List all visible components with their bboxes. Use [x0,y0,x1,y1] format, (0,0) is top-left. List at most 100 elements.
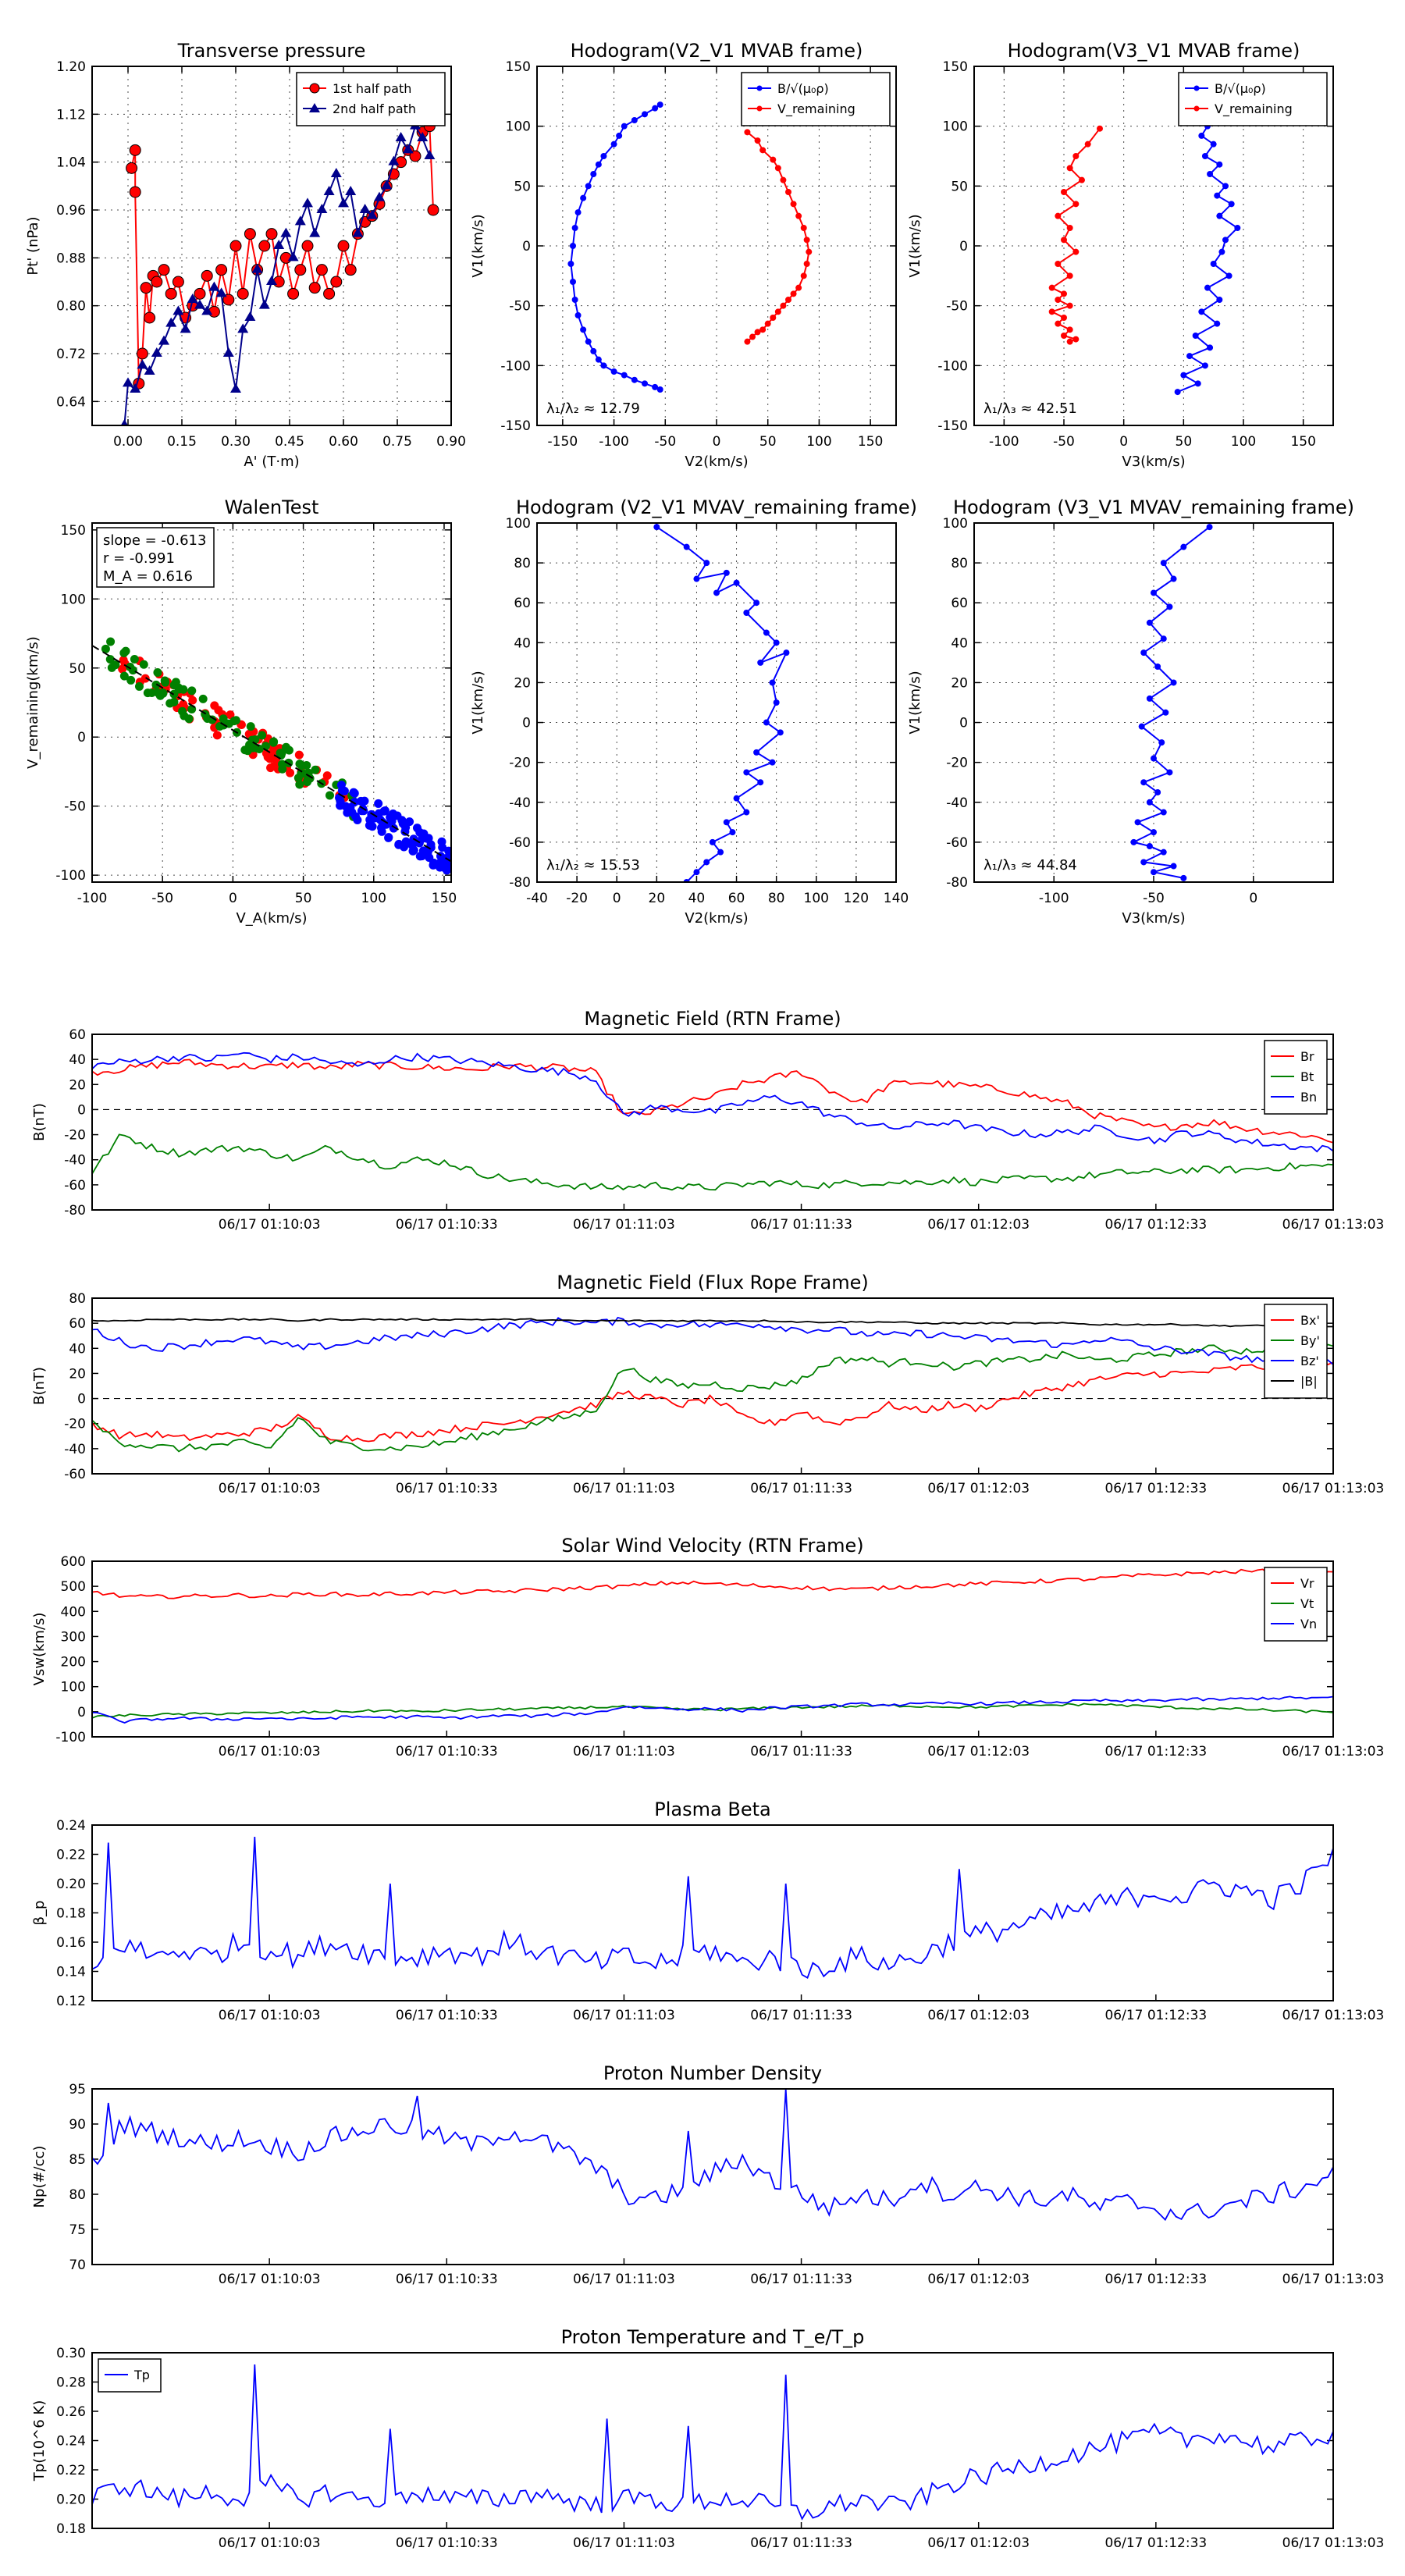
data-point [316,204,328,213]
data-point [258,299,270,309]
data-point [287,287,300,300]
y-tick-label: 0 [522,716,531,731]
x-tick-label: 06/17 01:11:33 [750,1217,852,1233]
legend-label: B/√(μ₀ρ) [1215,81,1266,96]
data-point [359,204,371,213]
data-point [1066,302,1073,309]
series-line-Br [92,1059,1333,1144]
data-point [1138,723,1145,730]
data-point [366,209,378,219]
chart-proton-temperature: 0.18 0.20 0.22 0.24 0.26 0.28 0.30 06/17 01:10:… [31,2326,1384,2551]
chart-title: Hodogram (V2_V1 MVAV_remaining frame) [516,496,917,518]
y-tick-label: 85 [69,2152,86,2168]
data-point [1194,380,1201,387]
data-point [194,299,205,309]
x-tick-label: 120 [844,891,869,906]
legend-box [1178,72,1328,126]
data-point [777,729,784,736]
data-point [194,287,206,300]
plot-layer [92,2089,1333,2222]
data-point [631,376,638,383]
data-point [1225,272,1232,279]
chart-title: Transverse pressure [177,40,366,62]
scatter-point [130,655,139,664]
x-tick-label: 06/17 01:12:33 [1104,1481,1207,1496]
data-point [1048,284,1055,291]
x-tick-label: -50 [151,891,173,906]
x-tick-label: 50 [1176,434,1193,450]
series-line-Bz' [92,1316,1333,1365]
axes-frame [91,66,452,426]
data-point [769,759,776,766]
data-point [770,315,777,321]
plot-area [92,2089,1333,2265]
plot-layer [1130,524,1213,881]
data-point [743,769,750,776]
data-point [1084,141,1091,148]
data-point [301,240,314,252]
y-tick-label: -40 [64,1442,86,1457]
stats-line: M_A = 0.616 [103,568,193,585]
x-tick-label: 06/17 01:12:33 [1104,1217,1207,1233]
data-point [344,264,357,276]
data-point [723,569,730,576]
x-tick-label: 06/17 01:11:03 [573,1481,675,1496]
scatter-point [187,686,197,696]
scatter-point [398,819,407,828]
data-point [763,719,770,726]
scatter-point [418,834,427,844]
data-point [1198,308,1205,315]
scatter-point [365,820,374,830]
scatter-point [424,834,433,843]
y-tick-label: 0.30 [56,2346,86,2361]
legend-label: Bt [1300,1069,1314,1084]
data-point [764,320,771,327]
data-point [215,287,227,297]
plot-layer [92,637,451,875]
axes-frame [973,66,1334,426]
y-axis-label: V1(km/s) [907,671,923,734]
data-point [571,225,578,231]
data-point [1222,183,1229,190]
chart-hodogram-v2v1-mvab: -150 -100 -50 0 50 100 150 -150 -100 -50 0 50 100 150… [470,40,897,470]
data-point [600,153,607,159]
x-tick-label: 0 [229,891,237,906]
data-point [753,749,760,756]
chart-title: Magnetic Field (Flux Rope Frame) [557,1272,868,1293]
data-point [744,129,751,136]
data-point [173,305,184,315]
data-point [330,168,342,177]
x-tick-label: 06/17 01:12:33 [1104,2535,1207,2551]
x-tick-label: 100 [806,434,831,450]
data-point [330,276,343,288]
plot-layer [92,1051,1333,1191]
data-point [1170,863,1177,870]
y-tick-label: 100 [61,1680,86,1695]
scatter-point [107,663,116,672]
y-tick-label: -20 [509,756,531,771]
data-point [395,132,407,141]
data-point [1154,789,1161,795]
scatter-point [246,722,255,731]
data-point [294,215,306,226]
data-point [129,144,141,156]
data-point [800,272,807,279]
data-point [151,276,163,288]
data-point [1055,261,1062,267]
axes-frame [536,66,897,426]
data-point [653,524,660,531]
plot-area [92,1561,1333,1737]
y-tick-label: 80 [69,1291,86,1307]
data-point [1066,338,1073,345]
scatter-point [341,802,350,811]
y-tick-label: -50 [946,299,968,315]
x-tick-label: 06/17 01:11:03 [573,1217,675,1233]
y-tick-label: 0.20 [56,1877,86,1892]
scatter-point [325,791,334,800]
plot-layer [92,2364,1333,2521]
y-tick-label: 60 [514,596,531,611]
data-point [237,323,249,333]
scatter-point [295,780,304,789]
data-point [244,311,256,321]
data-point [621,123,628,130]
